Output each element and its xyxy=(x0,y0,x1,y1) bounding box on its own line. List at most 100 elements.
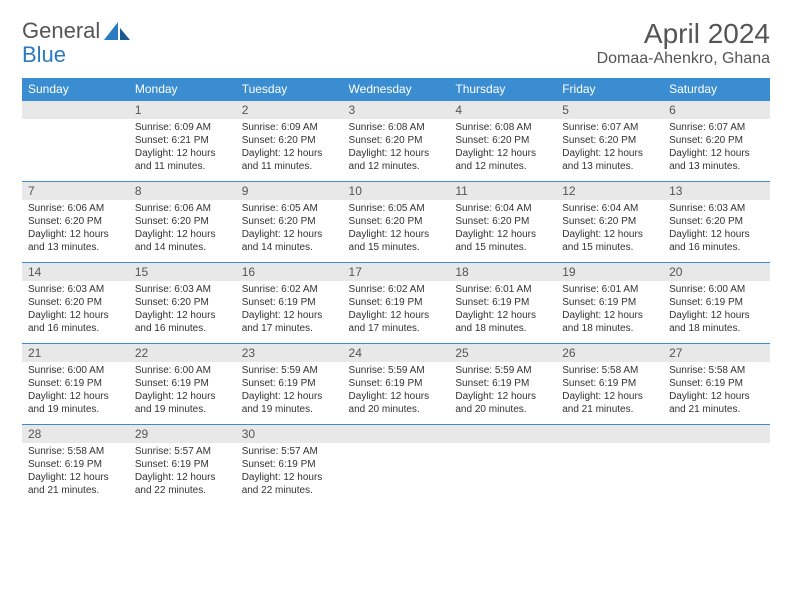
day-content-empty xyxy=(449,443,556,501)
day-content: Sunrise: 6:03 AMSunset: 6:20 PMDaylight:… xyxy=(663,200,770,262)
day-content: Sunrise: 6:02 AMSunset: 6:19 PMDaylight:… xyxy=(343,281,450,343)
daylight-text: Daylight: 12 hours and 19 minutes. xyxy=(242,390,337,416)
day-cell: 27Sunrise: 5:58 AMSunset: 6:19 PMDayligh… xyxy=(663,344,770,425)
sunset-text: Sunset: 6:21 PM xyxy=(135,134,230,147)
sunset-text: Sunset: 6:19 PM xyxy=(349,296,444,309)
day-header-tuesday: Tuesday xyxy=(236,78,343,101)
logo: General xyxy=(22,18,132,44)
sunrise-text: Sunrise: 5:59 AM xyxy=(349,364,444,377)
day-cell: 16Sunrise: 6:02 AMSunset: 6:19 PMDayligh… xyxy=(236,263,343,344)
day-cell xyxy=(449,425,556,506)
day-number: 25 xyxy=(449,344,556,362)
sunrise-text: Sunrise: 5:59 AM xyxy=(455,364,550,377)
sunrise-text: Sunrise: 6:09 AM xyxy=(242,121,337,134)
day-content-empty xyxy=(22,119,129,177)
day-cell: 26Sunrise: 5:58 AMSunset: 6:19 PMDayligh… xyxy=(556,344,663,425)
day-content: Sunrise: 5:57 AMSunset: 6:19 PMDaylight:… xyxy=(129,443,236,505)
day-cell: 20Sunrise: 6:00 AMSunset: 6:19 PMDayligh… xyxy=(663,263,770,344)
sunset-text: Sunset: 6:20 PM xyxy=(669,134,764,147)
sunset-text: Sunset: 6:20 PM xyxy=(562,215,657,228)
daylight-text: Daylight: 12 hours and 15 minutes. xyxy=(455,228,550,254)
daylight-text: Daylight: 12 hours and 12 minutes. xyxy=(455,147,550,173)
day-cell: 28Sunrise: 5:58 AMSunset: 6:19 PMDayligh… xyxy=(22,425,129,506)
day-content: Sunrise: 6:00 AMSunset: 6:19 PMDaylight:… xyxy=(22,362,129,424)
day-content: Sunrise: 5:59 AMSunset: 6:19 PMDaylight:… xyxy=(236,362,343,424)
daylight-text: Daylight: 12 hours and 13 minutes. xyxy=(669,147,764,173)
daylight-text: Daylight: 12 hours and 19 minutes. xyxy=(135,390,230,416)
sunset-text: Sunset: 6:20 PM xyxy=(28,296,123,309)
day-cell: 13Sunrise: 6:03 AMSunset: 6:20 PMDayligh… xyxy=(663,182,770,263)
day-number: 24 xyxy=(343,344,450,362)
day-content: Sunrise: 6:05 AMSunset: 6:20 PMDaylight:… xyxy=(343,200,450,262)
day-number: 20 xyxy=(663,263,770,281)
daylight-text: Daylight: 12 hours and 13 minutes. xyxy=(562,147,657,173)
sunset-text: Sunset: 6:19 PM xyxy=(28,377,123,390)
calendar-body: 1Sunrise: 6:09 AMSunset: 6:21 PMDaylight… xyxy=(22,101,770,506)
daylight-text: Daylight: 12 hours and 21 minutes. xyxy=(669,390,764,416)
day-number: 19 xyxy=(556,263,663,281)
day-cell: 12Sunrise: 6:04 AMSunset: 6:20 PMDayligh… xyxy=(556,182,663,263)
day-cell xyxy=(343,425,450,506)
sunrise-text: Sunrise: 6:07 AM xyxy=(669,121,764,134)
day-cell: 18Sunrise: 6:01 AMSunset: 6:19 PMDayligh… xyxy=(449,263,556,344)
sunset-text: Sunset: 6:20 PM xyxy=(349,215,444,228)
sunset-text: Sunset: 6:19 PM xyxy=(242,377,337,390)
day-number-empty xyxy=(556,425,663,443)
sunset-text: Sunset: 6:20 PM xyxy=(242,134,337,147)
week-row: 14Sunrise: 6:03 AMSunset: 6:20 PMDayligh… xyxy=(22,263,770,344)
day-number-empty xyxy=(449,425,556,443)
sunset-text: Sunset: 6:19 PM xyxy=(135,377,230,390)
daylight-text: Daylight: 12 hours and 18 minutes. xyxy=(562,309,657,335)
day-number-empty xyxy=(343,425,450,443)
day-number: 5 xyxy=(556,101,663,119)
sunset-text: Sunset: 6:20 PM xyxy=(135,296,230,309)
day-content: Sunrise: 6:01 AMSunset: 6:19 PMDaylight:… xyxy=(449,281,556,343)
sunrise-text: Sunrise: 6:01 AM xyxy=(455,283,550,296)
daylight-text: Daylight: 12 hours and 16 minutes. xyxy=(135,309,230,335)
sunset-text: Sunset: 6:20 PM xyxy=(242,215,337,228)
sunrise-text: Sunrise: 6:04 AM xyxy=(562,202,657,215)
daylight-text: Daylight: 12 hours and 17 minutes. xyxy=(349,309,444,335)
day-number: 30 xyxy=(236,425,343,443)
day-cell: 24Sunrise: 5:59 AMSunset: 6:19 PMDayligh… xyxy=(343,344,450,425)
sunrise-text: Sunrise: 6:03 AM xyxy=(28,283,123,296)
day-content: Sunrise: 6:09 AMSunset: 6:20 PMDaylight:… xyxy=(236,119,343,181)
day-content: Sunrise: 5:57 AMSunset: 6:19 PMDaylight:… xyxy=(236,443,343,505)
day-content: Sunrise: 6:08 AMSunset: 6:20 PMDaylight:… xyxy=(343,119,450,181)
sunrise-text: Sunrise: 6:03 AM xyxy=(135,283,230,296)
day-content: Sunrise: 6:03 AMSunset: 6:20 PMDaylight:… xyxy=(22,281,129,343)
sunrise-text: Sunrise: 5:57 AM xyxy=(135,445,230,458)
sunset-text: Sunset: 6:20 PM xyxy=(349,134,444,147)
daylight-text: Daylight: 12 hours and 21 minutes. xyxy=(28,471,123,497)
day-cell: 6 Sunrise: 6:07 AMSunset: 6:20 PMDaylight… xyxy=(663,101,770,182)
day-content: Sunrise: 6:03 AMSunset: 6:20 PMDaylight:… xyxy=(129,281,236,343)
day-number: 23 xyxy=(236,344,343,362)
day-number: 21 xyxy=(22,344,129,362)
day-number: 6 xyxy=(663,101,770,119)
daylight-text: Daylight: 12 hours and 21 minutes. xyxy=(562,390,657,416)
daylight-text: Daylight: 12 hours and 16 minutes. xyxy=(28,309,123,335)
day-number: 28 xyxy=(22,425,129,443)
sail-icon xyxy=(104,22,130,40)
day-cell: 10Sunrise: 6:05 AMSunset: 6:20 PMDayligh… xyxy=(343,182,450,263)
day-number: 11 xyxy=(449,182,556,200)
day-content-empty xyxy=(663,443,770,501)
day-number: 14 xyxy=(22,263,129,281)
day-number: 18 xyxy=(449,263,556,281)
sunset-text: Sunset: 6:19 PM xyxy=(349,377,444,390)
day-number: 15 xyxy=(129,263,236,281)
day-content: Sunrise: 6:07 AMSunset: 6:20 PMDaylight:… xyxy=(556,119,663,181)
day-cell: 23Sunrise: 5:59 AMSunset: 6:19 PMDayligh… xyxy=(236,344,343,425)
day-number: 10 xyxy=(343,182,450,200)
day-number: 17 xyxy=(343,263,450,281)
sunrise-text: Sunrise: 6:00 AM xyxy=(135,364,230,377)
sunrise-text: Sunrise: 6:04 AM xyxy=(455,202,550,215)
week-row: 1Sunrise: 6:09 AMSunset: 6:21 PMDaylight… xyxy=(22,101,770,182)
daylight-text: Daylight: 12 hours and 15 minutes. xyxy=(349,228,444,254)
daylight-text: Daylight: 12 hours and 16 minutes. xyxy=(669,228,764,254)
sunset-text: Sunset: 6:19 PM xyxy=(135,458,230,471)
day-cell: 21Sunrise: 6:00 AMSunset: 6:19 PMDayligh… xyxy=(22,344,129,425)
day-content-empty xyxy=(343,443,450,501)
day-content: Sunrise: 6:00 AMSunset: 6:19 PMDaylight:… xyxy=(663,281,770,343)
daylight-text: Daylight: 12 hours and 11 minutes. xyxy=(242,147,337,173)
